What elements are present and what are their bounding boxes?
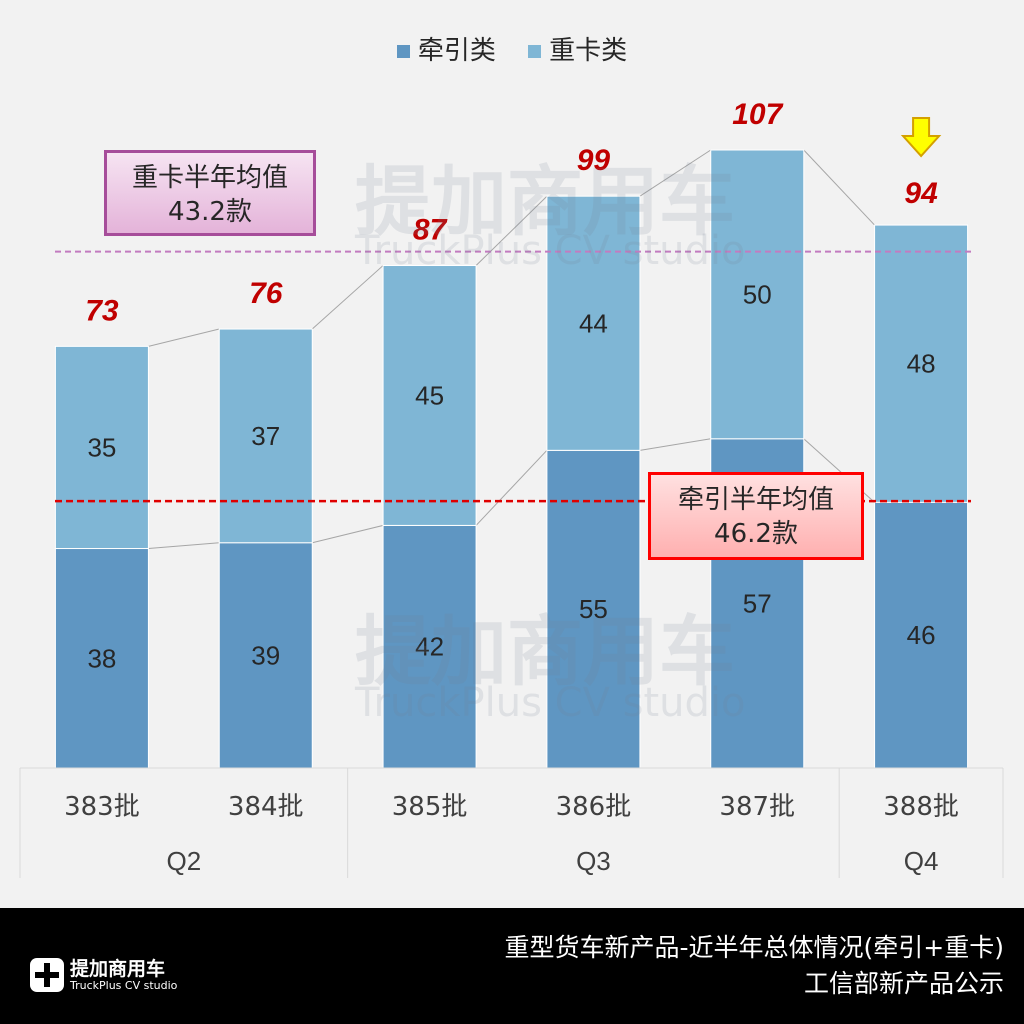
legend: 牵引类 重卡类 [0, 30, 1024, 67]
bar-heavy-truck [710, 149, 805, 440]
total-connector-line [148, 328, 220, 347]
total-connector-line [475, 195, 548, 266]
data-label-heavy-truck: 37 [251, 421, 280, 451]
bar-tractor [382, 524, 477, 769]
logo-mark-icon [30, 958, 64, 992]
category-tick-label: 386批 [556, 792, 632, 822]
total-label: 99 [577, 144, 611, 177]
data-label-heavy-truck: 50 [743, 279, 772, 309]
bar-heavy-truck [874, 224, 969, 503]
segment-connector-line [148, 542, 220, 550]
bar-tractor [874, 501, 969, 769]
total-connector-line [311, 265, 384, 330]
data-label-tractor: 46 [907, 620, 936, 650]
footer: 提加商用车 TruckPlus CV studio 重型货车新产品-近半年总体情… [0, 908, 1024, 1024]
bar-heavy-truck [382, 265, 477, 526]
data-label-heavy-truck: 48 [907, 349, 936, 379]
category-tick-label: 385批 [392, 792, 468, 822]
segment-connector-line [312, 524, 384, 544]
legend-item-tractor: 牵引类 [396, 30, 496, 67]
total-connector-line [639, 149, 712, 197]
footer-title-line2: 工信部新产品公示 [803, 969, 1004, 998]
callout-title: 牵引半年均值 [677, 485, 834, 515]
data-label-tractor: 39 [251, 640, 280, 670]
legend-label: 牵引类 [417, 36, 496, 66]
group-label: Q3 [576, 846, 611, 876]
data-label-heavy-truck: 44 [579, 308, 608, 338]
footer-title: 重型货车新产品-近半年总体情况(牵引+重卡) 工信部新产品公示 [505, 930, 1004, 1002]
tractor-average-callout: 牵引半年均值 46.2款 [648, 472, 864, 560]
legend-label: 重卡类 [549, 36, 628, 66]
stacked-bar-chart: 38 35 73 383批 39 37 76 384批 42 45 87 385批 55 44 99 386批… [19, 98, 1004, 878]
category-tick-label: 383批 [64, 792, 140, 822]
total-label: 94 [904, 177, 938, 210]
category-tick-label: 387批 [719, 792, 795, 822]
logo-text: 提加商用车 [70, 957, 166, 980]
heavy-truck-average-callout: 重卡半年均值 43.2款 [104, 150, 316, 236]
bar-tractor [546, 449, 641, 769]
category-tick-label: 388批 [883, 792, 959, 822]
group-label: Q4 [904, 846, 939, 876]
data-label-tractor: 55 [579, 594, 608, 624]
total-label: 87 [413, 214, 448, 247]
group-label: Q2 [166, 846, 201, 876]
data-label-heavy-truck: 45 [415, 380, 444, 410]
legend-item-heavy-truck: 重卡类 [528, 30, 627, 67]
category-tick-label: 384批 [228, 792, 304, 822]
total-label: 107 [732, 98, 783, 131]
segment-connector-line [475, 449, 548, 526]
data-label-tractor: 38 [87, 643, 116, 673]
bar-heavy-truck [218, 328, 313, 544]
data-label-tractor: 42 [415, 632, 444, 662]
bar-heavy-truck [546, 195, 641, 451]
footer-title-line1: 重型货车新产品-近半年总体情况(牵引+重卡) [504, 933, 1004, 962]
logo-subtext: TruckPlus CV studio [70, 978, 178, 992]
down-arrow-icon [900, 117, 942, 158]
callout-value: 46.2款 [714, 519, 798, 549]
total-label: 73 [85, 294, 119, 327]
data-label-tractor: 57 [743, 588, 772, 618]
total-label: 76 [249, 277, 283, 310]
total-connector-line [803, 149, 875, 226]
data-label-heavy-truck: 35 [87, 432, 116, 462]
segment-connector-line [639, 438, 711, 451]
bar-heavy-truck [54, 345, 149, 550]
brand-logo: 提加商用车 TruckPlus CV studio [30, 958, 177, 992]
callout-value: 43.2款 [168, 197, 252, 227]
callout-title: 重卡半年均值 [131, 163, 288, 193]
